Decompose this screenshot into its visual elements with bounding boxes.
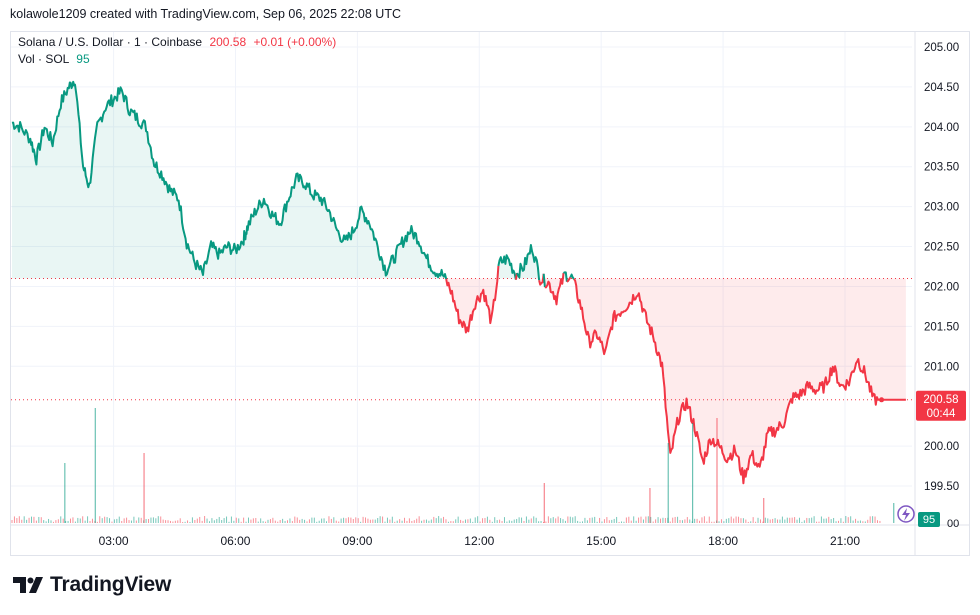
brand-name: TradingView (50, 573, 172, 596)
volume-value: 95 (76, 52, 90, 66)
chart-pane[interactable] (10, 31, 970, 556)
last-price: 200.58 (209, 35, 247, 49)
volume-label[interactable]: Vol · SOL (18, 52, 69, 66)
tradingview-logo-icon (13, 577, 43, 593)
symbol-title[interactable]: Solana / U.S. Dollar · 1 · Coinbase (18, 35, 203, 49)
tradingview-logo[interactable]: TradingView (12, 573, 171, 597)
chart-legend: Solana / U.S. Dollar · 1 · Coinbase 200.… (18, 34, 336, 68)
attribution-text: kolawole1209 created with TradingView.co… (10, 7, 401, 21)
price-change: +0.01 (+0.00%) (253, 35, 337, 49)
